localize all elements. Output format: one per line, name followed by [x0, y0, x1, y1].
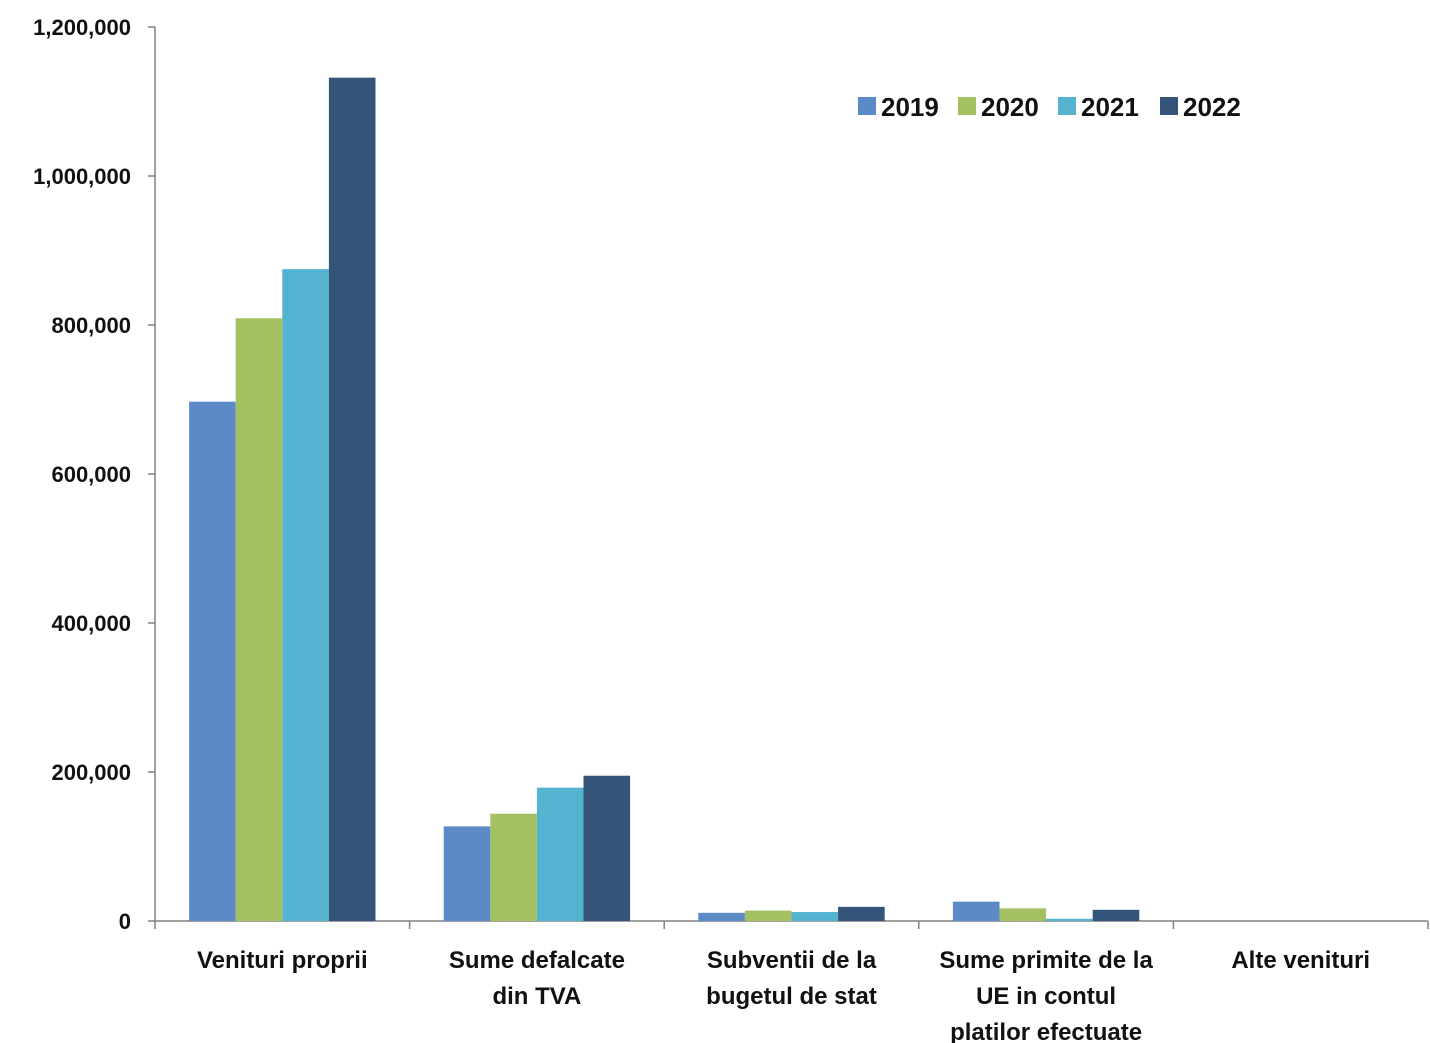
bar-2020: [490, 813, 537, 921]
legend-label: 2021: [1081, 92, 1139, 122]
category-label-line: din TVA: [492, 983, 581, 1010]
bar-2019: [698, 912, 745, 921]
category-label-line: Alte venituri: [1231, 947, 1370, 974]
category-label-line: UE in contul: [976, 983, 1116, 1010]
y-tick-label: 800,000: [51, 313, 131, 338]
bar-2022: [328, 77, 376, 921]
bar-2022: [1092, 909, 1140, 921]
y-tick-label: 1,000,000: [33, 164, 131, 189]
category-label-line: bugetul de stat: [706, 983, 877, 1010]
bar-2021: [282, 269, 329, 921]
y-tick-label: 400,000: [51, 611, 131, 636]
legend-swatch: [858, 97, 876, 115]
category-label-line: Venituri proprii: [197, 947, 368, 974]
bar-2022: [838, 906, 885, 921]
category-label-line: platilor efectuate: [950, 1019, 1142, 1043]
x-axis: [154, 920, 1429, 929]
bar-2019: [443, 826, 491, 921]
bar-2021: [791, 912, 839, 921]
category-label: Venituri proprii: [197, 947, 368, 974]
y-tick-label: 600,000: [51, 462, 131, 487]
bar-2019: [952, 901, 1000, 921]
bar-2020: [999, 908, 1047, 921]
category-labels: Venituri proprii Sume defalcate din TVA Sub…: [197, 947, 1370, 1043]
y-tick-label: 200,000: [51, 760, 131, 785]
category-label-line: Sume defalcate: [449, 947, 625, 974]
legend-swatch: [958, 97, 976, 115]
category-label-line: Sume primite de la: [939, 947, 1153, 974]
y-tick-label: 1,200,000: [33, 15, 131, 40]
bar-2020: [235, 318, 283, 921]
bar-2021: [1046, 918, 1093, 921]
y-axis: 0 200,000 400,000 600,000 800,000 1,000,000 1,…: [33, 15, 156, 934]
category-label: Sume defalcate din TVA: [449, 947, 625, 1010]
legend-label: 2020: [981, 92, 1039, 122]
legend: 2019 2020 2021 2022: [858, 92, 1241, 122]
category-label-line: Subventii de la: [707, 947, 877, 974]
category-label: Alte venituri: [1231, 947, 1370, 974]
y-tick-label: 0: [119, 909, 131, 934]
category-label: Subventii de la bugetul de stat: [706, 947, 877, 1010]
legend-label: 2022: [1183, 92, 1241, 122]
bar-2020: [744, 910, 792, 921]
category-label: Sume primite de la UE in contul platilor e…: [939, 947, 1153, 1043]
legend-swatch: [1160, 97, 1178, 115]
legend-swatch: [1058, 97, 1076, 115]
legend-label: 2019: [881, 92, 939, 122]
bar-2019: [189, 401, 236, 921]
bar-2022: [583, 775, 631, 921]
bar-2021: [536, 787, 584, 921]
bars: [189, 77, 1140, 921]
